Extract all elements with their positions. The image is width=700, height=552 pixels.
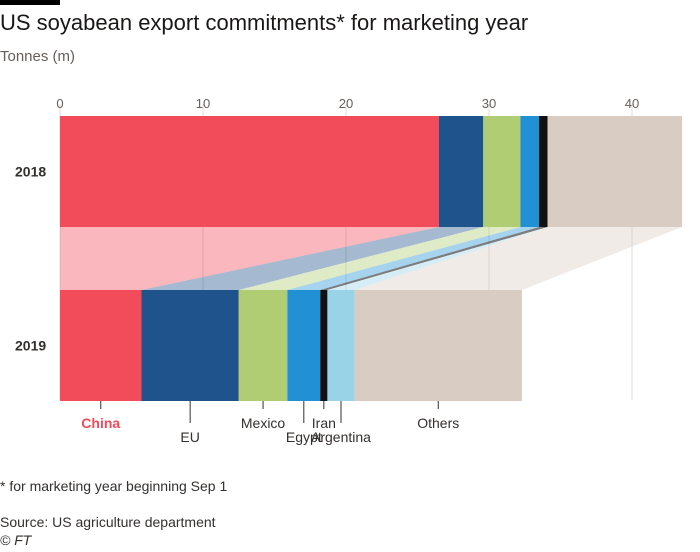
band-others [354,227,683,290]
category-label-2018: 2018 [15,164,46,180]
bar-2018-eu [438,116,484,227]
bar-2019-argentina [327,290,355,401]
band-china [60,227,439,290]
bar-2019-china [60,290,142,401]
x-tick-label-0: 0 [56,96,63,111]
chart-area: 0 10 20 30 40 2018 2019 China EU MexicoEgyptIranA… [15,96,683,445]
series-label-mexico: Mexico [241,415,286,431]
bar-2019-others [354,290,522,401]
series-label-eu: EU [180,429,199,445]
chart-title: US soyabean export commitments* for mark… [0,10,529,35]
bar-2019-iran [320,290,328,401]
footnote: * for marketing year beginning Sep 1 [0,478,228,494]
bar-2018-china [60,116,439,227]
bar-2018-mexico [483,116,521,227]
series-label-iran: Iran [312,415,336,431]
brand-bar [0,0,60,5]
band-iran [320,227,548,290]
band-mexico [238,227,521,290]
copyright: © FT [0,532,32,548]
series-label-egypt: Egypt [286,429,322,445]
x-tick-label-20: 20 [339,96,353,111]
series-label-china: China [81,415,120,431]
chart-subtitle: Tonnes (m) [0,48,76,65]
band-egypt [287,227,540,290]
bar-2019-egypt [287,290,321,401]
bar-2019-mexico [238,290,288,401]
category-label-2019: 2019 [15,338,46,354]
band-argentina [327,227,548,290]
series-label-others: Others [417,415,459,431]
x-tick-label-40: 40 [625,96,639,111]
series-label-argentina: Argentina [311,429,371,445]
x-tick-label-10: 10 [196,96,210,111]
bar-2018-iran [539,116,548,227]
bar-2019-eu [141,290,239,401]
bar-2018-egypt [520,116,540,227]
x-tick-label-30: 30 [482,96,496,111]
source-note: Source: US agriculture department [0,514,216,530]
bar-2018-others [547,116,683,227]
band-eu [141,227,484,290]
